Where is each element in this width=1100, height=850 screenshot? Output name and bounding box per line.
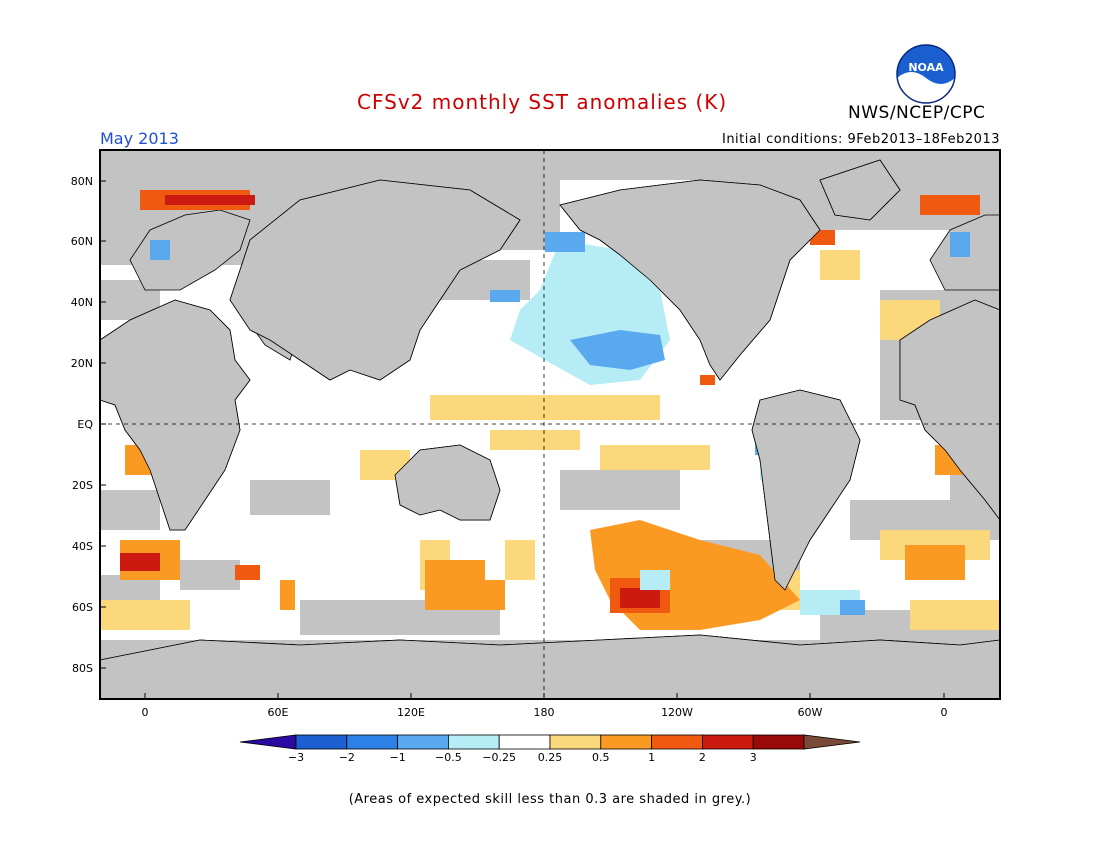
legend-threshold-label: 1 (648, 751, 655, 764)
legend-threshold-label: −0.5 (435, 751, 462, 764)
lat-label: 40N (71, 296, 93, 309)
valid-month: May 2013 (100, 129, 179, 148)
latitude-labels: 80N 60N 40N 20N EQ 20S 40S 60S 80S (71, 175, 94, 675)
positive-anomalies-very-strong (120, 195, 660, 608)
map-title: CFSv2 monthly SST anomalies (K) (357, 90, 728, 114)
legend-color-box (651, 734, 703, 750)
legend-color-box (397, 734, 449, 750)
negative-anomalies-moderate (150, 232, 970, 615)
lat-label: 80S (72, 662, 93, 675)
legend-threshold-label: −3 (288, 751, 304, 764)
legend-color-box (346, 734, 398, 750)
land-masses-overlay (100, 159, 1000, 699)
lon-label: 0 (941, 706, 948, 719)
lat-label: EQ (77, 418, 93, 431)
legend-lowest-triangle (239, 734, 297, 750)
legend-threshold-label: −2 (339, 751, 355, 764)
legend-threshold-label: 3 (750, 751, 757, 764)
lon-label: 60E (268, 706, 289, 719)
lon-label: 0 (142, 706, 149, 719)
legend-color-box (600, 734, 652, 750)
legend-color-box (549, 734, 602, 750)
legend-color-box (498, 734, 551, 750)
legend-color-box (295, 734, 348, 750)
noaa-logo: NOAA (896, 44, 956, 104)
color-legend: −3 −2 −1 −0.5 −0.25 0.25 0.5 1 2 3 (239, 734, 861, 764)
lon-label: 120W (661, 706, 693, 719)
skill-note: (Areas of expected skill less than 0.3 a… (348, 792, 752, 807)
lat-label: 40S (72, 540, 93, 553)
lat-label: 60S (72, 601, 93, 614)
legend-highest-triangle (803, 734, 861, 750)
legend-threshold-label: 2 (699, 751, 706, 764)
legend-color-box (752, 734, 805, 750)
axis-ticks (100, 180, 945, 699)
lat-label: 60N (71, 235, 93, 248)
initial-conditions: Initial conditions: 9Feb2013–18Feb2013 (721, 132, 1000, 147)
longitude-labels: 0 60E 120E 180 120W 60W 0 (142, 706, 948, 719)
legend-threshold-label: 0.5 (592, 751, 610, 764)
legend-threshold-label: 0.25 (538, 751, 563, 764)
lat-label: 80N (71, 175, 93, 188)
lon-label: 60W (798, 706, 823, 719)
legend-color-box (702, 734, 754, 750)
lat-label: 20N (71, 357, 93, 370)
legend-color-box (447, 734, 500, 750)
legend-threshold-label: −1 (389, 751, 405, 764)
map-gridlines (100, 150, 1000, 699)
legend-threshold-label: −0.25 (482, 751, 516, 764)
noaa-logo-text: NOAA (908, 61, 944, 74)
lon-label: 120E (397, 706, 425, 719)
agency-label: NWS/NCEP/CPC (848, 103, 986, 123)
lat-label: 20S (72, 479, 93, 492)
lon-label: 180 (534, 706, 555, 719)
